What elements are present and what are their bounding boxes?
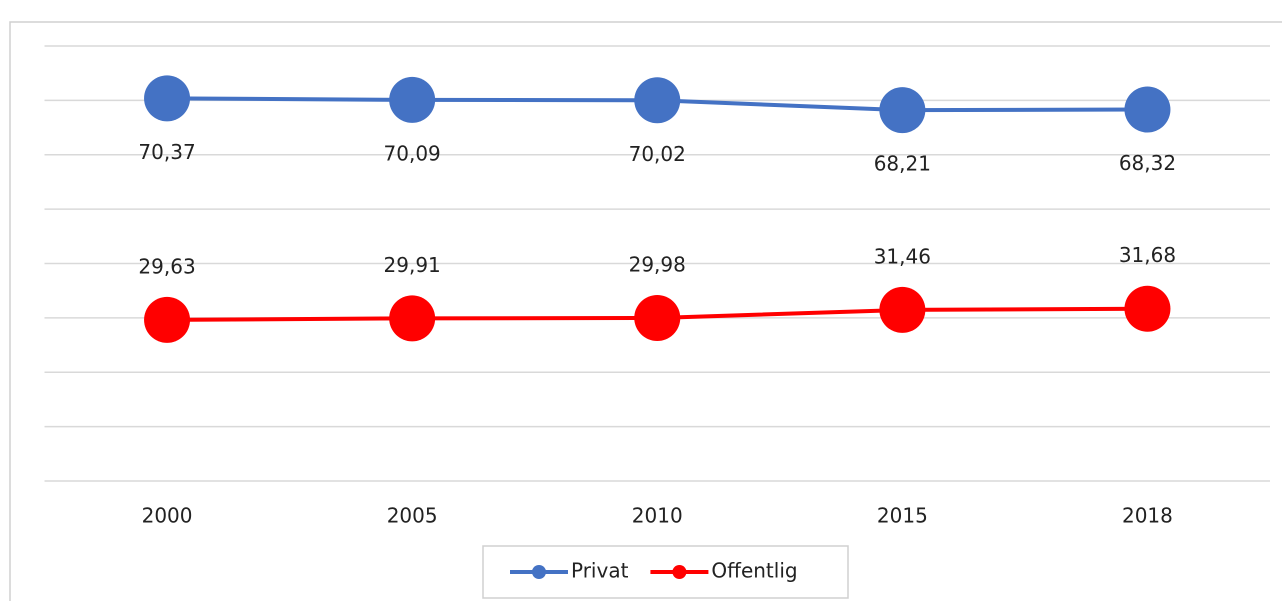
data-point bbox=[1124, 86, 1171, 133]
data-point bbox=[879, 87, 926, 134]
data-label: 70,37 bbox=[138, 140, 195, 164]
data-point bbox=[879, 286, 926, 333]
legend-label: Offentlig bbox=[711, 559, 797, 583]
data-point bbox=[634, 77, 681, 124]
data-label: 68,21 bbox=[874, 152, 931, 176]
data-label: 29,91 bbox=[384, 253, 441, 277]
data-point bbox=[389, 295, 436, 342]
data-label: 29,98 bbox=[629, 252, 686, 276]
legend-swatch-marker bbox=[672, 565, 687, 579]
data-point bbox=[144, 75, 191, 122]
data-label: 68,32 bbox=[1119, 151, 1176, 175]
data-label: 31,46 bbox=[874, 244, 931, 268]
x-tick-label: 2015 bbox=[877, 504, 928, 528]
x-tick-label: 2000 bbox=[142, 504, 193, 528]
legend-swatch-marker bbox=[532, 565, 546, 579]
data-point bbox=[389, 76, 436, 123]
data-label: 70,02 bbox=[629, 142, 686, 166]
x-tick-label: 2018 bbox=[1122, 504, 1173, 528]
data-point bbox=[1124, 285, 1171, 332]
x-tick-label: 2005 bbox=[387, 504, 438, 528]
x-tick-label: 2010 bbox=[632, 504, 683, 528]
data-point bbox=[144, 296, 191, 343]
data-label: 31,68 bbox=[1119, 243, 1176, 267]
legend-label: Privat bbox=[571, 559, 629, 583]
data-label: 29,63 bbox=[138, 254, 195, 278]
data-point bbox=[634, 294, 681, 341]
data-label: 70,09 bbox=[384, 141, 441, 165]
